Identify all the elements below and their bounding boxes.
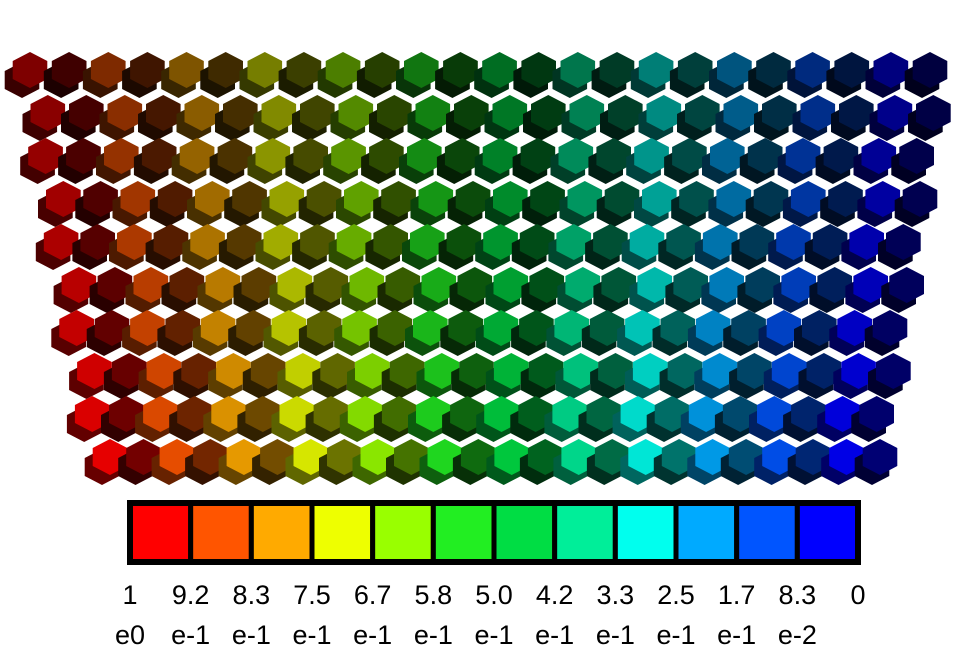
colorbar-label-exponent: e-2 (778, 620, 817, 650)
colorbar-label: 7.5 (293, 580, 331, 610)
colorbar-swatch (373, 503, 434, 562)
colorbar-label-exponent: e-1 (232, 620, 271, 650)
colorbar-label: 9.2 (172, 580, 210, 610)
colorbar-label-exponent: e-1 (171, 620, 210, 650)
colorbar-label: 6.7 (354, 580, 392, 610)
colorbar-swatch (737, 503, 798, 562)
colorbar-label: 4.2 (536, 580, 574, 610)
colorbar-swatch (130, 503, 191, 562)
colorbar: 1 e0 9.2 e-1 8.3 e-1 7.5 e-1 6.7 e-1 5.8 e-1 5.0 e-1 4… (115, 503, 866, 650)
colorbar-label: 1.7 (718, 580, 756, 610)
colorbar-label: 2.5 (657, 580, 695, 610)
colorbar-label-exponent: e-1 (414, 620, 453, 650)
colorbar-label-exponent: e-1 (717, 620, 756, 650)
colorbar-swatch (191, 503, 252, 562)
colorbar-label-exponent: e0 (115, 620, 145, 650)
colorbar-swatch (797, 503, 858, 562)
colorbar-label: 5.0 (475, 580, 513, 610)
colorbar-label-exponent: e-1 (292, 620, 331, 650)
hexagon-field (5, 52, 951, 485)
colorbar-swatch (615, 503, 676, 562)
colorbar-label: 3.3 (597, 580, 635, 610)
colorbar-swatch (312, 503, 373, 562)
colorbar-label-exponent: e-1 (353, 620, 392, 650)
colorbar-label: 1 (122, 580, 137, 610)
colorbar-label-exponent: e-1 (656, 620, 695, 650)
colorbar-label: 8.3 (233, 580, 271, 610)
colorbar-label: 0 (850, 580, 865, 610)
colorbar-swatch (433, 503, 494, 562)
colorbar-label: 5.8 (415, 580, 453, 610)
colorbar-label-exponent: e-1 (596, 620, 635, 650)
colorbar-swatch (555, 503, 616, 562)
colorbar-label-exponent: e-1 (535, 620, 574, 650)
colorbar-swatch (251, 503, 312, 562)
colorbar-swatch (494, 503, 555, 562)
colorbar-swatch (676, 503, 737, 562)
figure: 1 e0 9.2 e-1 8.3 e-1 7.5 e-1 6.7 e-1 5.8 e-1 5.0 e-1 4… (0, 0, 953, 654)
colorbar-label-exponent: e-1 (474, 620, 513, 650)
colorbar-label: 8.3 (779, 580, 817, 610)
